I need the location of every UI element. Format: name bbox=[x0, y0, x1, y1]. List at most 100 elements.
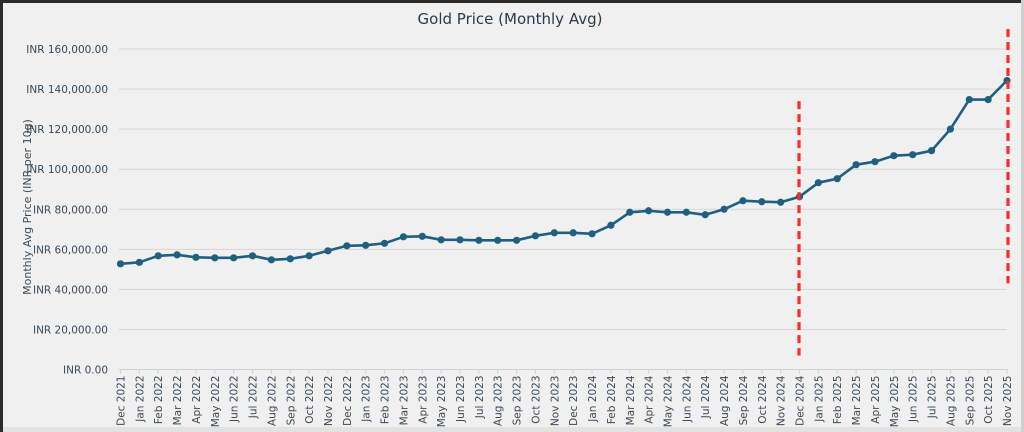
x-tick-label: Jun 2025 bbox=[908, 376, 920, 423]
x-tick-label: Sep 2022 bbox=[285, 376, 297, 426]
data-point bbox=[645, 207, 653, 215]
x-tick-label: Jan 2024 bbox=[587, 375, 599, 423]
x-tick-label: Apr 2023 bbox=[417, 376, 429, 424]
data-point bbox=[833, 175, 841, 183]
x-tick-label: Aug 2024 bbox=[719, 375, 731, 426]
x-tick-label: Jun 2023 bbox=[455, 376, 467, 423]
x-tick-label: Oct 2022 bbox=[304, 376, 316, 424]
x-tick-label: Dec 2022 bbox=[342, 376, 354, 426]
x-tick-label: Jul 2022 bbox=[248, 376, 260, 420]
data-point bbox=[909, 151, 917, 159]
data-point bbox=[720, 205, 728, 213]
x-tick-label: Jul 2025 bbox=[927, 376, 939, 420]
x-tick-label: Nov 2025 bbox=[1002, 376, 1014, 427]
x-tick-label: Nov 2022 bbox=[323, 376, 335, 427]
gridlines bbox=[119, 48, 1007, 330]
y-tick-label: INR 100,000.00 bbox=[26, 164, 108, 176]
y-axis-label: Monthly Avg Price (INR per 10g) bbox=[21, 119, 34, 295]
x-tick-label: May 2025 bbox=[889, 376, 901, 428]
x-tick-label: Nov 2024 bbox=[776, 375, 788, 426]
x-tick-label: Feb 2022 bbox=[153, 376, 165, 425]
data-point bbox=[248, 252, 257, 260]
x-tick-label: Feb 2023 bbox=[380, 376, 392, 425]
data-point bbox=[494, 236, 502, 244]
y-tick-label: INR 120,000.00 bbox=[26, 124, 108, 136]
data-point bbox=[607, 221, 615, 229]
data-point bbox=[173, 251, 181, 259]
y-tick-label: INR 80,000.00 bbox=[33, 204, 108, 216]
data-point bbox=[418, 232, 426, 240]
x-tick-label: May 2022 bbox=[210, 376, 222, 428]
data-point bbox=[305, 252, 313, 260]
x-tick-labels: Dec 2021 Jan 2022 Feb 2022 Mar 2022 Apr 2022… bbox=[116, 375, 1015, 427]
series-line bbox=[120, 79, 1008, 266]
x-tick-label: Oct 2023 bbox=[530, 376, 542, 424]
x-tick-label: Jun 2024 bbox=[681, 375, 693, 423]
x-tick-label: Jul 2024 bbox=[700, 375, 712, 419]
data-point bbox=[135, 258, 143, 266]
y-tick-labels: INR 0.00 INR 20,000.00 INR 40,000.00 INR 60… bbox=[26, 44, 108, 377]
x-tick-label: Mar 2025 bbox=[851, 376, 863, 426]
data-point bbox=[286, 255, 294, 263]
x-tick-label: Apr 2022 bbox=[191, 376, 203, 424]
data-point bbox=[682, 208, 690, 216]
y-tick-label: INR 60,000.00 bbox=[33, 244, 108, 256]
data-point bbox=[626, 208, 634, 216]
x-tick-label: Aug 2023 bbox=[493, 376, 505, 427]
x-tick-label: May 2023 bbox=[436, 376, 448, 428]
bottom-strip bbox=[3, 427, 1024, 432]
series-group bbox=[116, 76, 1011, 268]
x-tick-label: Feb 2024 bbox=[606, 375, 618, 424]
data-point bbox=[512, 236, 521, 244]
x-tick-label: Nov 2023 bbox=[549, 376, 561, 427]
data-point bbox=[230, 254, 238, 262]
data-point bbox=[437, 236, 445, 244]
data-point bbox=[739, 197, 747, 205]
data-point bbox=[701, 211, 709, 219]
x-tick-label: Aug 2022 bbox=[266, 376, 278, 427]
x-tick-label: Jun 2022 bbox=[229, 376, 241, 423]
y-tick-label: INR 40,000.00 bbox=[33, 284, 108, 296]
data-point bbox=[343, 242, 351, 250]
data-point bbox=[871, 158, 879, 166]
data-point bbox=[550, 229, 558, 237]
x-tick-label: Jan 2023 bbox=[361, 376, 373, 423]
data-point bbox=[569, 229, 577, 237]
data-point bbox=[456, 236, 464, 244]
x-tick-label: Jan 2022 bbox=[134, 376, 146, 423]
data-point bbox=[211, 254, 219, 262]
data-point bbox=[399, 233, 408, 241]
data-point bbox=[814, 179, 822, 187]
x-tick-label: May 2024 bbox=[662, 375, 674, 427]
x-axis bbox=[119, 369, 1008, 374]
y-tick-label: INR 160,000.00 bbox=[26, 44, 108, 56]
data-point bbox=[324, 247, 332, 255]
data-point bbox=[927, 147, 936, 155]
data-point bbox=[267, 256, 275, 264]
x-tick-label: Oct 2025 bbox=[983, 376, 995, 424]
y-tick-label: INR 140,000.00 bbox=[26, 84, 108, 96]
x-tick-label: Sep 2024 bbox=[738, 375, 750, 425]
x-tick-label: Mar 2024 bbox=[625, 375, 637, 425]
data-point bbox=[965, 95, 973, 104]
x-tick-label: Aug 2025 bbox=[945, 376, 957, 427]
data-point bbox=[946, 125, 955, 133]
data-point bbox=[116, 260, 125, 268]
right-edge bbox=[1021, 0, 1024, 432]
x-tick-label: Mar 2023 bbox=[398, 376, 410, 426]
data-point bbox=[890, 152, 898, 160]
data-point bbox=[531, 232, 540, 240]
data-point bbox=[663, 208, 672, 216]
x-tick-label: Sep 2025 bbox=[964, 376, 976, 426]
data-point bbox=[380, 239, 389, 247]
x-tick-label: Oct 2024 bbox=[757, 375, 769, 424]
x-tick-label: Jul 2023 bbox=[474, 376, 486, 420]
x-tick-label: Dec 2023 bbox=[568, 376, 580, 426]
x-tick-label: Apr 2025 bbox=[870, 376, 882, 424]
data-point bbox=[984, 95, 992, 104]
x-tick-label: Dec 2021 bbox=[116, 376, 128, 426]
y-tick-label: INR 20,000.00 bbox=[33, 324, 108, 336]
data-point bbox=[852, 161, 860, 169]
data-point bbox=[758, 198, 766, 206]
